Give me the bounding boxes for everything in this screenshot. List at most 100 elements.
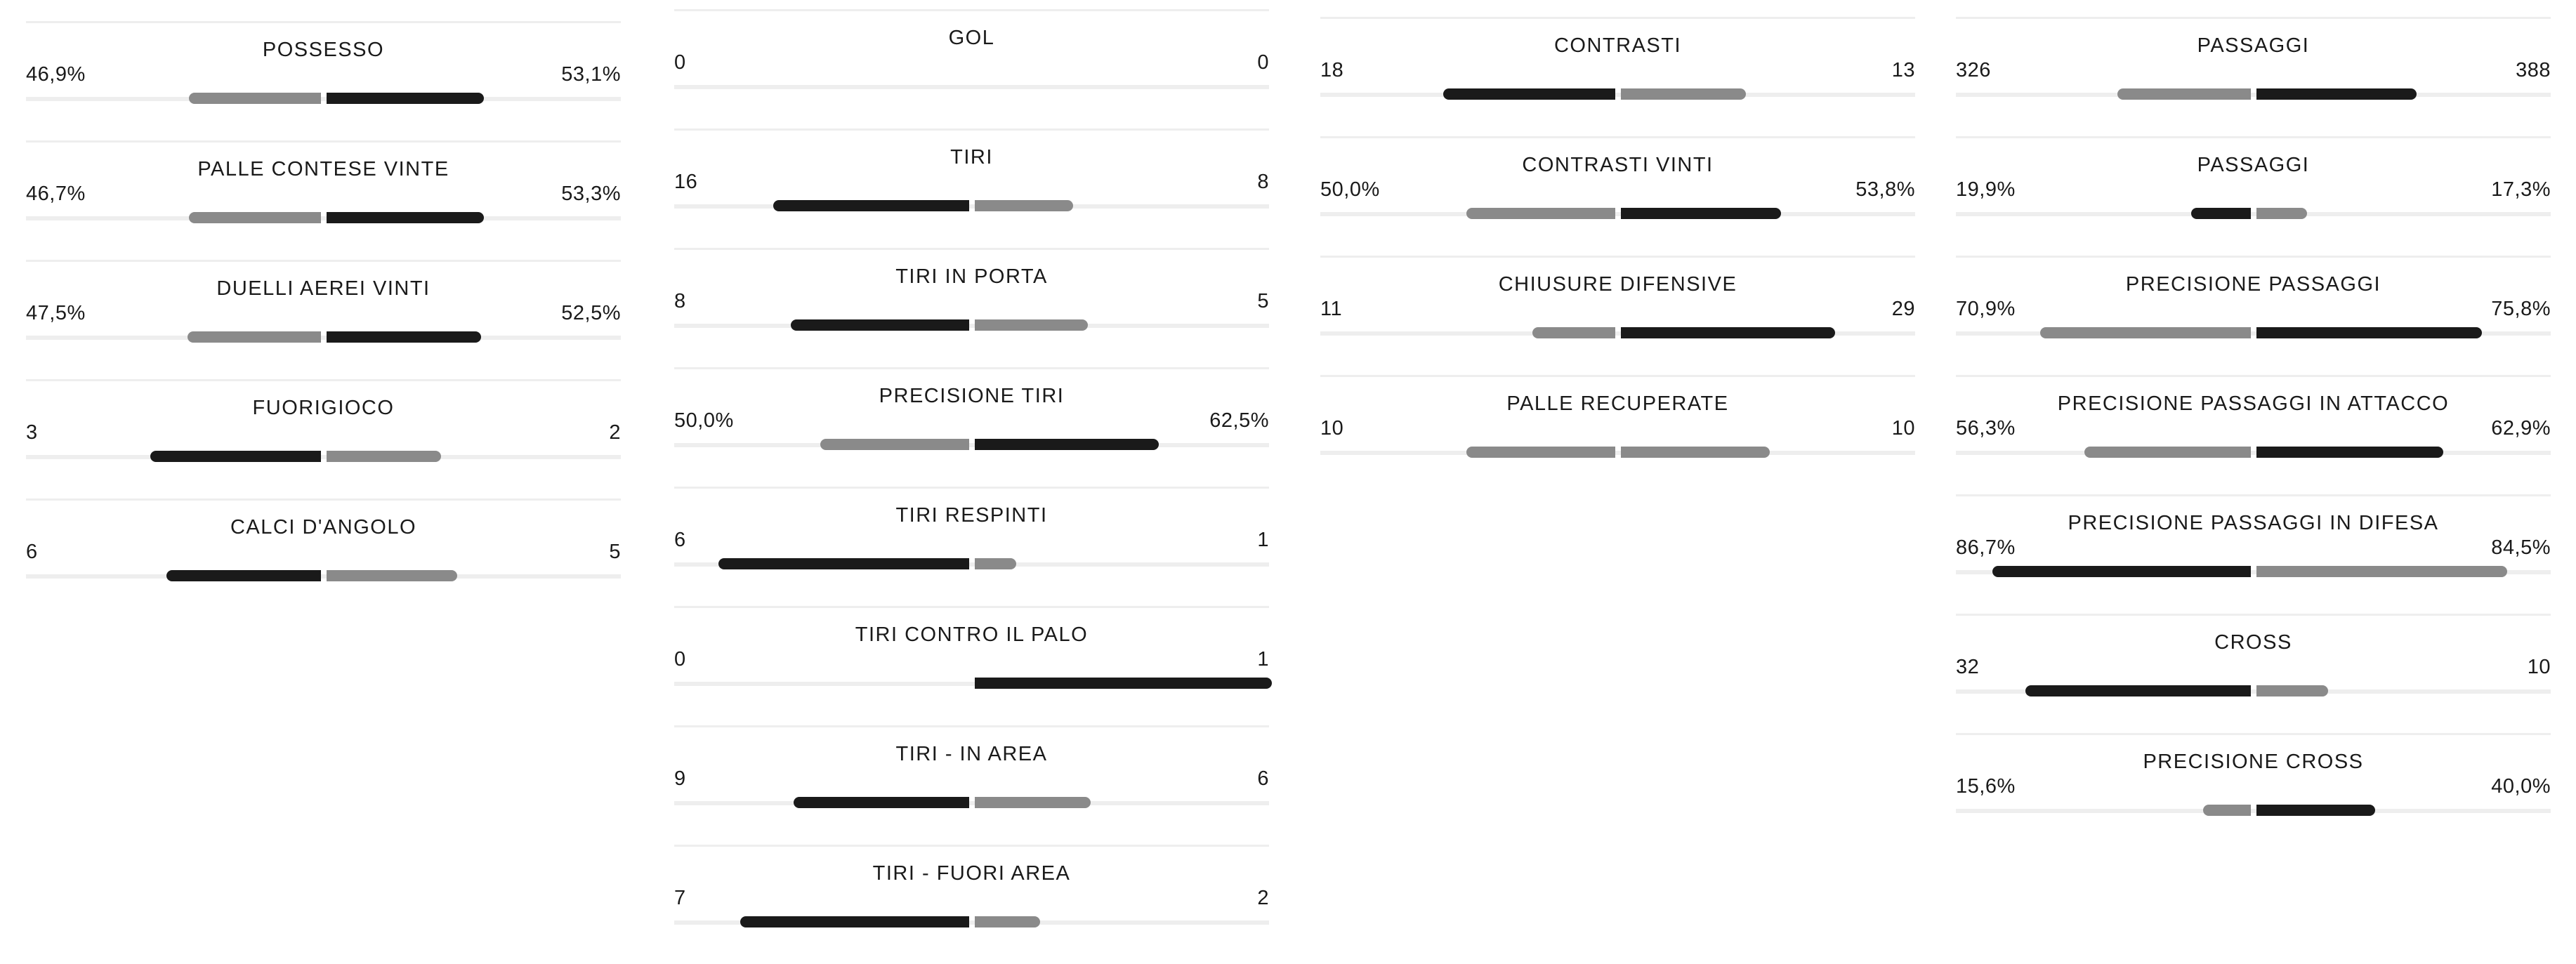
- home-bar: [2025, 685, 2251, 696]
- stats-column-3: CONTRASTI 18 13 CONTRASTI VINTI 50,0% 53,8% CH…: [1320, 17, 1915, 494]
- stat-row: PALLE CONTESE VINTE 46,7% 53,3%: [26, 140, 621, 260]
- away-bar: [2256, 805, 2375, 816]
- stat-title: TIRI CONTRO IL PALO: [855, 623, 1089, 646]
- away-value: 1: [1257, 529, 1269, 551]
- away-bar: [1620, 208, 1781, 219]
- home-value: 0: [674, 51, 686, 74]
- home-bar: [188, 212, 321, 223]
- stat-title: TIRI - IN AREA: [895, 743, 1048, 765]
- away-value: 17,3%: [2491, 178, 2551, 201]
- away-bar: [2256, 88, 2417, 100]
- stat-track: [1956, 689, 2551, 694]
- stat-row: GOL 0 0: [674, 9, 1269, 128]
- home-value: 86,7%: [1956, 536, 2016, 559]
- stat-track: [674, 85, 1269, 89]
- away-bar: [974, 200, 1073, 211]
- stat-title: TIRI - FUORI AREA: [872, 862, 1071, 885]
- stat-row: PRECISIONE CROSS 15,6% 40,0%: [1956, 733, 2551, 852]
- away-value: 5: [609, 541, 621, 563]
- away-value: 2: [1257, 887, 1269, 909]
- stat-row: PRECISIONE PASSAGGI IN ATTACCO 56,3% 62,9%: [1956, 375, 2551, 494]
- away-value: 52,5%: [561, 302, 621, 324]
- stat-row: TIRI RESPINTI 6 1: [674, 487, 1269, 606]
- stat-title: PALLE RECUPERATE: [1506, 392, 1729, 415]
- stat-row: PRECISIONE PASSAGGI IN DIFESA 86,7% 84,5%: [1956, 494, 2551, 614]
- stat-row: CONTRASTI 18 13: [1320, 17, 1915, 136]
- stat-title: CALCI D'ANGOLO: [230, 516, 417, 539]
- home-bar: [187, 331, 321, 343]
- stat-track: [1956, 212, 2551, 216]
- home-value: 326: [1956, 59, 1991, 81]
- home-value: 9: [674, 767, 686, 790]
- stat-title: PRECISIONE PASSAGGI: [2125, 273, 2381, 296]
- stat-track: [1320, 451, 1915, 455]
- away-bar: [974, 797, 1091, 808]
- stat-title: PRECISIONE PASSAGGI IN ATTACCO: [2057, 392, 2450, 415]
- away-value: 5: [1257, 290, 1269, 312]
- home-bar: [718, 558, 969, 569]
- home-value: 18: [1320, 59, 1344, 81]
- away-value: 10: [2527, 656, 2551, 678]
- home-value: 0: [674, 648, 686, 671]
- home-bar: [790, 319, 969, 331]
- away-bar: [1620, 88, 1746, 100]
- stat-row: TIRI - IN AREA 9 6: [674, 725, 1269, 845]
- home-bar: [1532, 327, 1615, 338]
- home-value: 11: [1320, 298, 1343, 320]
- stat-track: [1956, 331, 2551, 336]
- stat-title: DUELLI AEREI VINTI: [216, 277, 431, 300]
- home-value: 16: [674, 171, 698, 193]
- home-value: 50,0%: [674, 409, 734, 432]
- stat-track: [26, 97, 621, 101]
- stat-title: CHIUSURE DIFENSIVE: [1498, 273, 1737, 296]
- home-bar: [2190, 208, 2251, 219]
- away-bar: [2256, 447, 2443, 458]
- away-bar: [2256, 685, 2328, 696]
- home-value: 15,6%: [1956, 775, 2016, 798]
- stat-title: TIRI IN PORTA: [895, 265, 1048, 288]
- stat-row: PASSAGGI 326 388: [1956, 17, 2551, 136]
- stat-track: [1320, 331, 1915, 336]
- stat-track: [1956, 451, 2551, 455]
- away-value: 40,0%: [2491, 775, 2551, 798]
- stat-row: POSSESSO 46,9% 53,1%: [26, 21, 621, 140]
- away-value: 53,8%: [1855, 178, 1915, 201]
- away-value: 8: [1257, 171, 1269, 193]
- away-value: 53,1%: [561, 63, 621, 86]
- home-value: 10: [1320, 417, 1344, 440]
- away-bar: [2256, 327, 2482, 338]
- stat-title: CONTRASTI: [1553, 34, 1682, 57]
- stat-row: DUELLI AEREI VINTI 47,5% 52,5%: [26, 260, 621, 379]
- away-value: 10: [1891, 417, 1915, 440]
- stat-track: [1320, 93, 1915, 97]
- stats-column-4: PASSAGGI 326 388 PASSAGGI 19,9% 17,3% PRECISIO…: [1956, 17, 2551, 852]
- stat-title: PASSAGGI: [2197, 34, 2310, 57]
- home-value: 50,0%: [1320, 178, 1380, 201]
- stat-title: GOL: [948, 27, 995, 49]
- away-value: 29: [1891, 298, 1915, 320]
- away-bar: [326, 331, 481, 343]
- stat-track: [26, 336, 621, 340]
- stat-track: [674, 204, 1269, 209]
- home-bar: [793, 797, 969, 808]
- home-value: 32: [1956, 656, 1980, 678]
- away-value: 388: [2516, 59, 2551, 81]
- away-bar: [2256, 566, 2507, 577]
- stat-title: PRECISIONE TIRI: [879, 385, 1065, 407]
- home-bar: [2084, 447, 2251, 458]
- away-bar: [974, 678, 1272, 689]
- stat-title: PALLE CONTESE VINTE: [197, 158, 449, 180]
- home-value: 19,9%: [1956, 178, 2016, 201]
- stats-column-2: GOL 0 0 TIRI 16 8 TIRI IN PORTA 8 5 PRECISIONE TI…: [674, 9, 1272, 964]
- stat-title: POSSESSO: [262, 39, 385, 61]
- stat-row: CROSS 32 10: [1956, 614, 2551, 733]
- stat-track: [1320, 212, 1915, 216]
- away-bar: [974, 558, 1016, 569]
- stat-title: FUORIGIOCO: [252, 397, 395, 419]
- stat-track: [1956, 93, 2551, 97]
- away-value: 13: [1891, 59, 1915, 81]
- stat-row: CALCI D'ANGOLO 6 5: [26, 498, 621, 618]
- home-bar: [2202, 805, 2251, 816]
- away-bar: [326, 212, 484, 223]
- home-bar: [188, 93, 321, 104]
